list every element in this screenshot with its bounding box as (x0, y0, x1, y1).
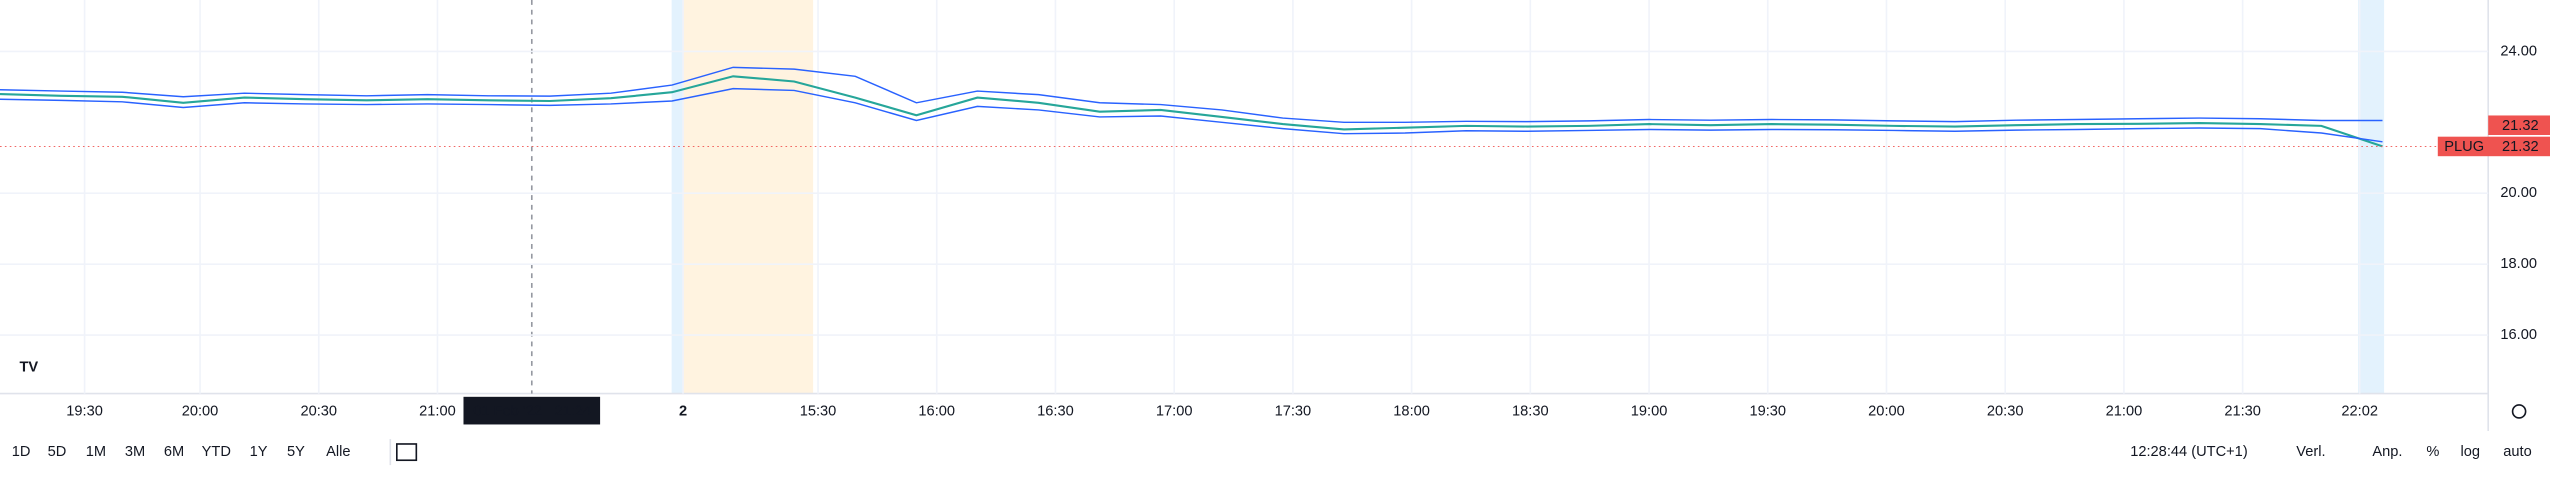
x-tick-label: 17:00 (1156, 403, 1193, 419)
symbol-label: PLUG (2444, 139, 2484, 155)
crosshair-badge (463, 396, 601, 425)
crosshair-date: 01 Feb '22 (473, 403, 542, 419)
x-tick-label: 20:00 (182, 403, 219, 419)
session-shade (671, 0, 684, 394)
price-label: 21.32 (2502, 139, 2539, 155)
range-button[interactable]: Alle (326, 444, 350, 460)
settings-icon[interactable] (2511, 404, 2527, 419)
price-badge (2437, 136, 2550, 157)
range-button[interactable]: 6M (164, 444, 184, 460)
series-line (0, 66, 2383, 124)
x-tick-label: 2 (679, 403, 687, 419)
toolbar-button[interactable]: log (2461, 444, 2481, 460)
toolbar-button[interactable]: Anp. (2372, 444, 2402, 460)
x-tick-label: 19:00 (1631, 403, 1668, 419)
x-tick-label: 19:30 (1749, 403, 1786, 419)
x-tick-label: 20:30 (300, 403, 337, 419)
x-tick-label: 18:00 (1393, 403, 1430, 419)
y-tick-label: 18.00 (2500, 256, 2537, 272)
price-badge (2488, 115, 2550, 135)
session-shade (683, 0, 814, 394)
range-button[interactable]: 5D (48, 444, 67, 460)
range-button[interactable]: 1Y (250, 444, 268, 460)
toolbar-button[interactable]: auto (2503, 444, 2531, 460)
x-tick-label: 21:30 (2224, 403, 2261, 419)
y-tick-label: 20.00 (2500, 185, 2537, 201)
x-tick-label: 20:30 (1987, 403, 2024, 419)
x-tick-label: 17:30 (1275, 403, 1312, 419)
logo: TV (20, 359, 39, 375)
range-button[interactable]: 1D (12, 444, 31, 460)
x-tick-label: 16:30 (1037, 403, 1074, 419)
range-button[interactable]: YTD (202, 444, 231, 460)
price-label: 21.32 (2502, 118, 2539, 134)
x-tick-label: 15:30 (800, 403, 837, 419)
y-tick-label: 16.00 (2500, 327, 2537, 343)
toolbar-button[interactable]: % (2426, 444, 2439, 460)
x-tick-label: 19:30 (66, 403, 103, 419)
x-tick-label: 22:02 (2341, 403, 2378, 419)
clock: 12:28:44 (UTC+1) (2130, 444, 2247, 460)
x-tick-label: 20:00 (1868, 403, 1905, 419)
x-tick-label: 16:00 (918, 403, 955, 419)
range-button[interactable]: 5Y (287, 444, 305, 460)
range-button[interactable]: 3M (125, 444, 145, 460)
x-tick-label: 18:30 (1512, 403, 1549, 419)
crosshair-time: 21:24 (555, 403, 592, 419)
y-tick-label: 24.00 (2500, 43, 2537, 59)
session-shade (2358, 0, 2385, 394)
compare-icon[interactable] (395, 443, 418, 462)
range-button[interactable]: 1M (86, 444, 106, 460)
toolbar-button[interactable]: Verl. (2296, 444, 2325, 460)
series-line (0, 87, 2383, 143)
x-tick-label: 21:00 (2106, 403, 2143, 419)
series-line (0, 75, 2383, 148)
x-tick-label: 21:00 (419, 403, 456, 419)
